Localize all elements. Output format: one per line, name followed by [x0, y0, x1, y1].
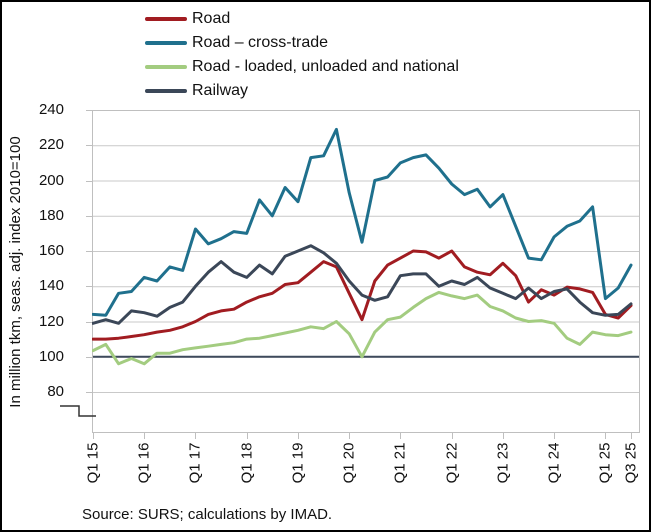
legend-item-1: Road — [145, 7, 459, 31]
source-note: Source: SURS; calculations by IMAD. — [82, 506, 333, 523]
x-tick-label-Q1-15: Q1 15 — [84, 442, 102, 484]
legend-swatch-4 — [145, 89, 187, 93]
legend-label-3: Road - loaded, unloaded and national — [192, 58, 459, 75]
plot-svg — [91, 110, 640, 433]
x-tick-mark — [631, 433, 632, 439]
legend-label-1: Road — [192, 10, 231, 27]
x-tick-label-Q1-22: Q1 22 — [443, 442, 461, 484]
x-tick-label-Q1-16: Q1 16 — [135, 442, 153, 484]
x-tick-label-Q1-25: Q1 25 — [596, 442, 614, 484]
y-tick-label-180: 180 — [38, 206, 64, 224]
x-tick-label-Q1-23: Q1 23 — [494, 442, 512, 484]
x-tick-mark — [195, 433, 197, 439]
y-tick-mark — [86, 392, 92, 393]
legend-label-2: Road – cross-trade — [192, 34, 329, 51]
legend-item-4: Railway — [145, 79, 459, 103]
x-tick-mark — [93, 433, 94, 439]
x-tick-label-Q1-18: Q1 18 — [238, 442, 256, 484]
y-tick-label-200: 200 — [38, 171, 64, 189]
y-tick-mark — [86, 251, 92, 252]
plot-area — [91, 110, 640, 433]
series-line-4 — [91, 244, 633, 325]
y-tick-label-100: 100 — [38, 347, 64, 365]
legend-item-3: Road - loaded, unloaded and national — [145, 55, 459, 79]
x-tick-label-Q1-20: Q1 20 — [340, 442, 358, 484]
y-tick-mark — [86, 145, 92, 147]
y-tick-label-240: 240 — [38, 101, 64, 118]
plot-border — [92, 110, 640, 433]
axis-break-icon — [60, 405, 96, 417]
x-tick-mark — [554, 433, 556, 439]
y-tick-mark — [86, 180, 92, 182]
chart-legend: Road Road – cross-trade Road - loaded, unl… — [145, 7, 459, 103]
y-tick-label-140: 140 — [38, 277, 64, 295]
y-tick-label-80: 80 — [47, 383, 64, 400]
y-tick-mark — [86, 286, 92, 288]
y-tick-mark — [86, 110, 92, 111]
series-line-1 — [91, 249, 633, 341]
legend-swatch-1 — [145, 17, 187, 21]
series-line-3 — [91, 290, 633, 366]
x-tick-label-Q1-19: Q1 19 — [289, 442, 307, 484]
legend-label-4: Railway — [192, 82, 249, 99]
legend-item-2: Road – cross-trade — [145, 31, 459, 55]
legend-swatch-3 — [145, 65, 187, 69]
x-tick-label-Q1-24: Q1 24 — [545, 442, 563, 484]
x-tick-mark — [246, 433, 248, 439]
y-tick-label-120: 120 — [38, 312, 64, 330]
y-tick-label-220: 220 — [38, 136, 64, 154]
x-tick-mark — [144, 433, 146, 439]
x-tick-mark — [451, 433, 453, 439]
y-tick-mark — [86, 356, 92, 358]
series-line-2 — [91, 127, 633, 317]
x-tick-mark — [400, 433, 402, 439]
x-tick-label-Q1-17: Q1 17 — [186, 442, 204, 484]
x-tick-label-Q1-21: Q1 21 — [391, 442, 409, 484]
y-tick-mark — [86, 215, 92, 217]
x-tick-mark — [502, 433, 504, 439]
y-tick-label-160: 160 — [38, 242, 64, 259]
y-tick-mark — [86, 321, 92, 323]
x-tick-mark — [349, 433, 351, 439]
x-tick-mark — [605, 433, 607, 439]
legend-swatch-2 — [145, 41, 187, 45]
x-tick-label-Q3-25: Q3 25 — [622, 442, 640, 484]
x-tick-mark — [297, 433, 299, 439]
